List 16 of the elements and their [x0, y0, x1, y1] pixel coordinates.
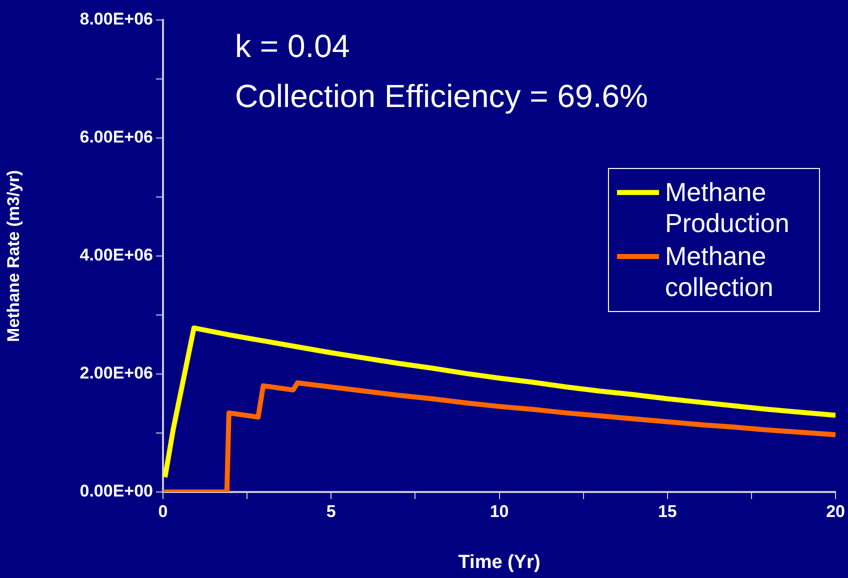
y-tick-label: 8.00E+06: [80, 10, 153, 29]
x-tick-label: 5: [326, 502, 336, 521]
y-tick-label: 2.00E+06: [80, 364, 153, 383]
x-axis-title: Time (Yr): [458, 552, 540, 573]
legend-label: Methane collection: [665, 241, 774, 303]
y-tick-label: 4.00E+06: [80, 246, 153, 265]
y-axis-title: Methane Rate (m3/yr): [4, 170, 23, 342]
x-tick-label: 0: [158, 502, 168, 521]
y-tick-label: 0.00E+00: [80, 482, 153, 501]
x-tick-label: 10: [490, 502, 509, 521]
x-tick-label: 15: [658, 502, 677, 521]
annotation: Collection Efficiency = 69.6%: [235, 78, 648, 114]
annotation: k = 0.04: [235, 28, 350, 64]
y-tick-label: 6.00E+06: [80, 128, 153, 147]
x-tick-label: 20: [826, 502, 846, 521]
legend-label: Methane Production: [665, 177, 790, 239]
